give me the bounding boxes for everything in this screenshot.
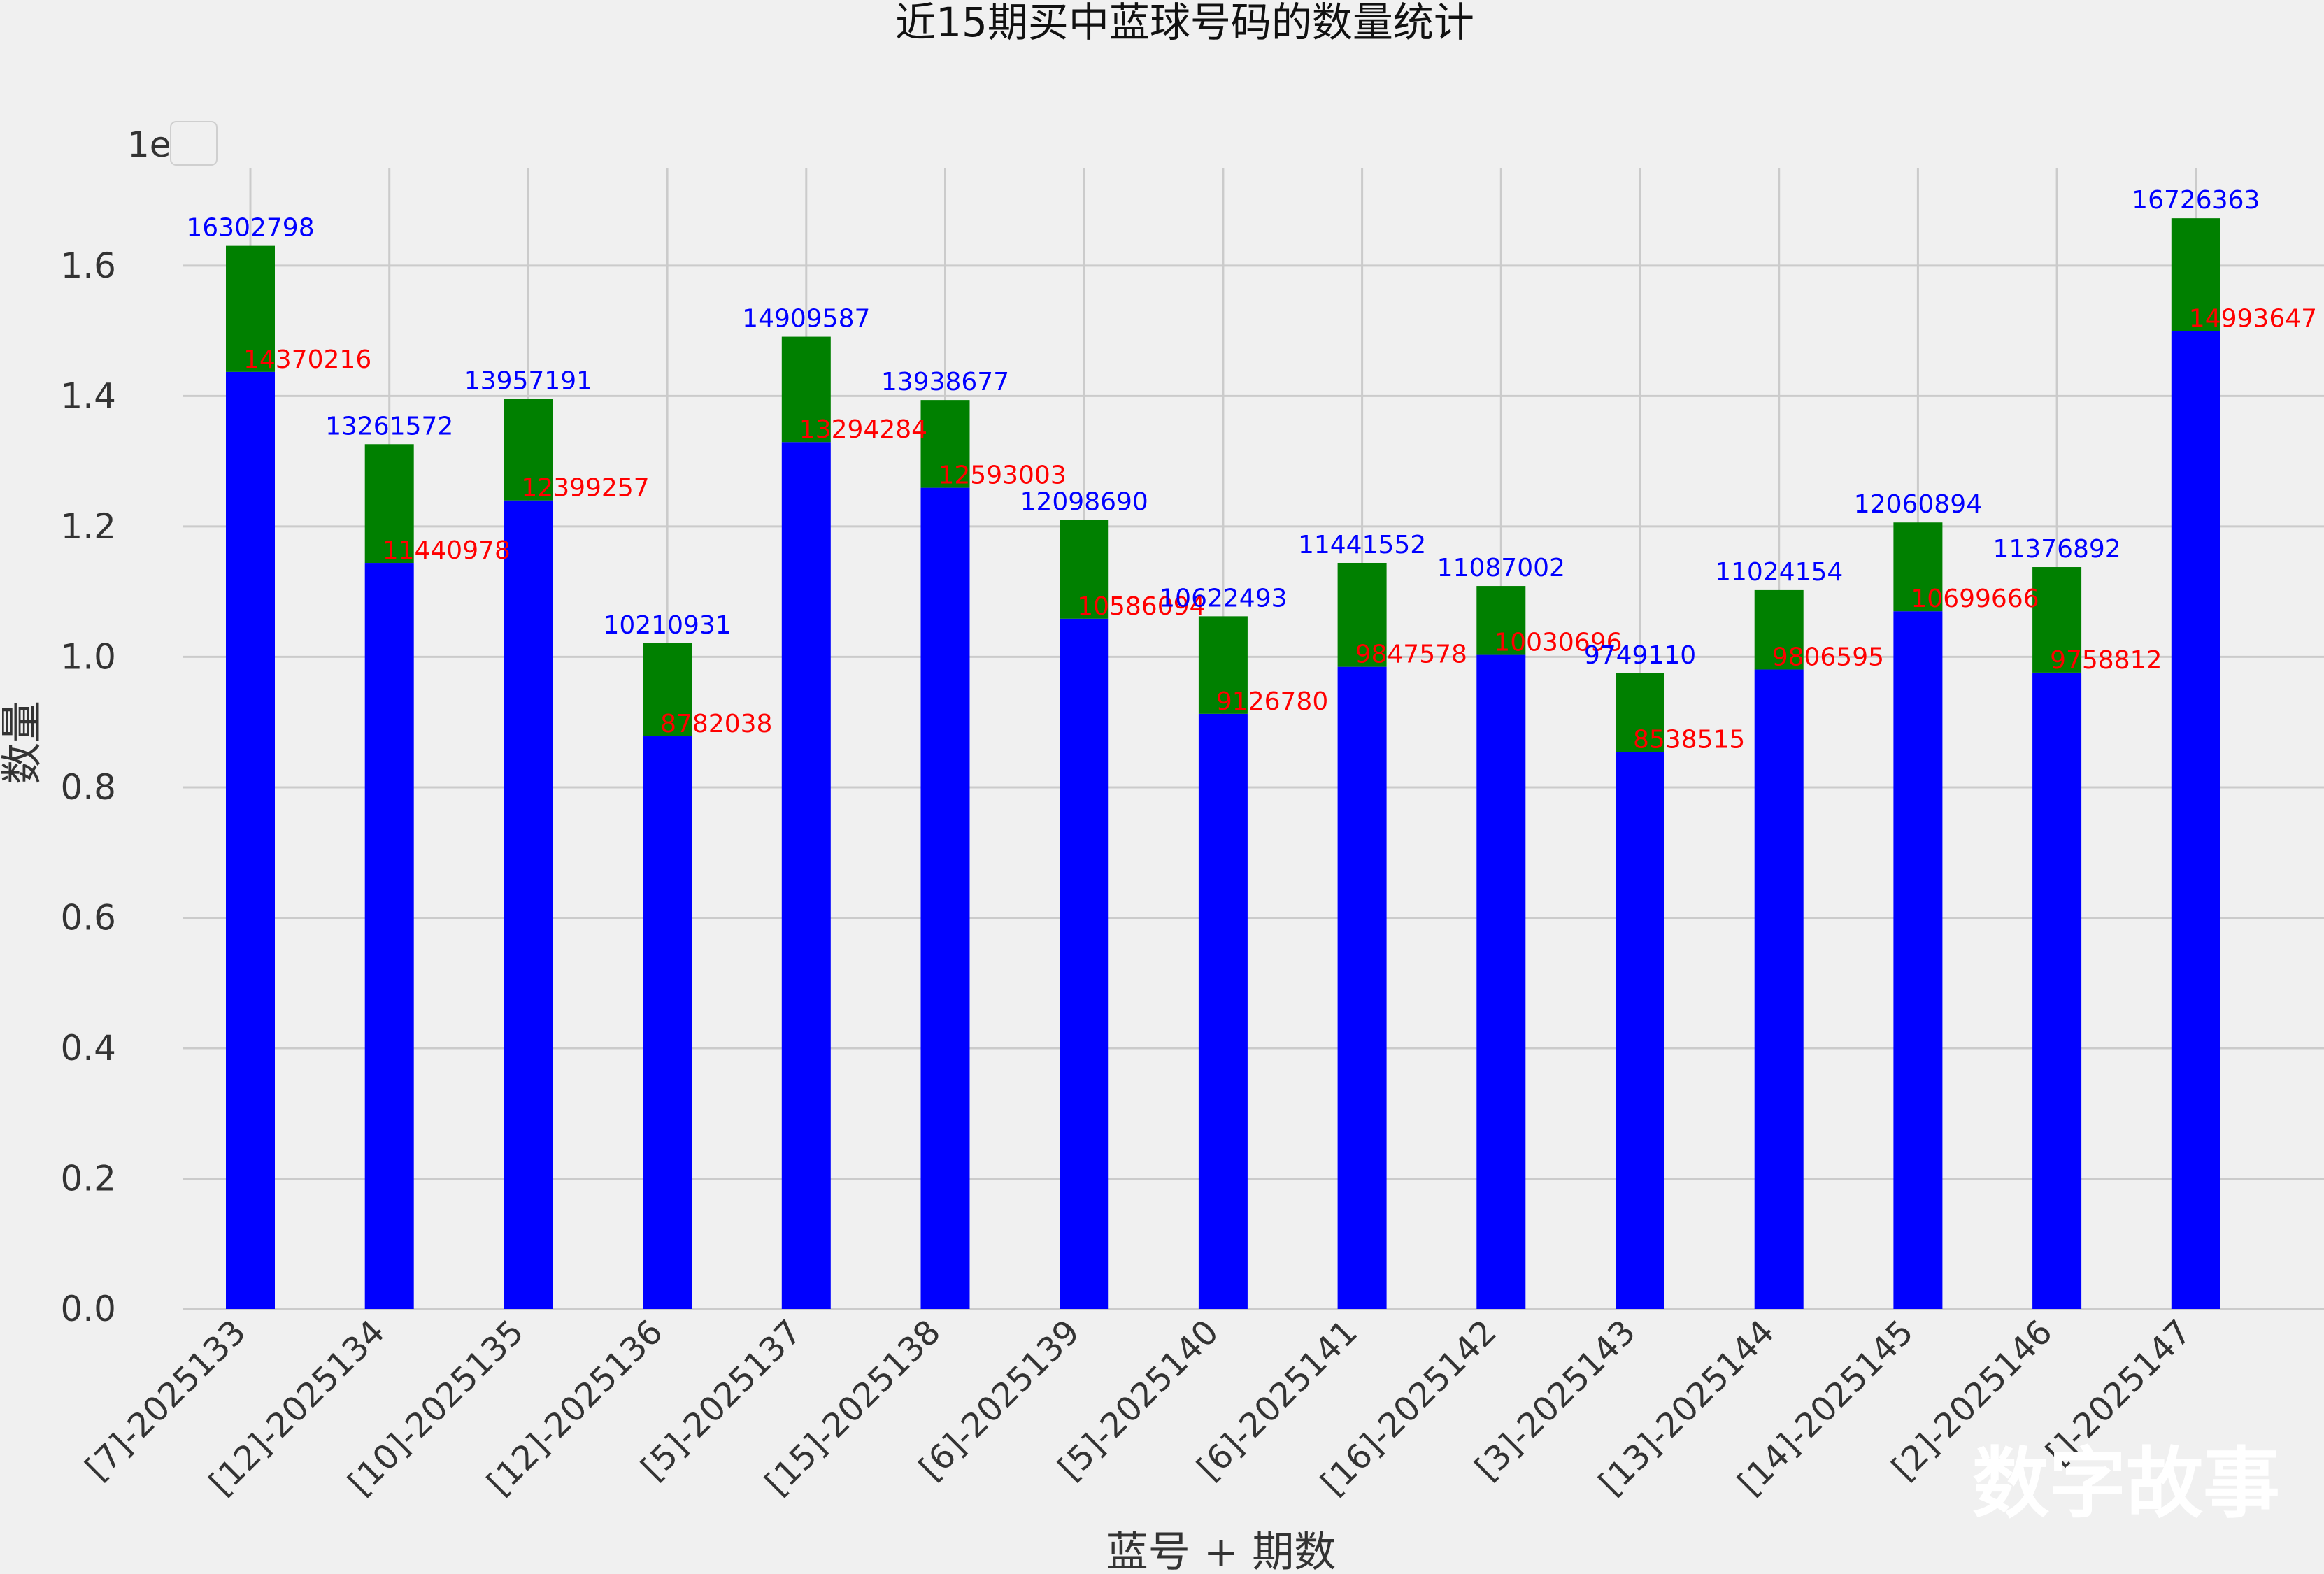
total-value-label: 13261572 — [325, 412, 453, 441]
bar-segment-base — [1616, 752, 1664, 1309]
total-value-label: 11087002 — [1437, 554, 1565, 582]
bar-segment-base — [364, 563, 414, 1309]
x-axis-label: 蓝号 + 期数 — [1106, 1528, 1336, 1574]
base-value-label: 12593003 — [939, 462, 1067, 490]
y-tick-label: 1.2 — [60, 506, 116, 547]
total-value-label: 12098690 — [1020, 488, 1148, 517]
bar-segment-top — [1476, 586, 1526, 655]
bars — [226, 218, 2220, 1310]
bar-segment-base — [504, 500, 553, 1310]
bar-segment-top — [1337, 562, 1387, 667]
base-value-label: 11440978 — [383, 536, 511, 565]
base-value-label: 8538515 — [1633, 726, 1745, 754]
bar-segment-base — [1198, 713, 1248, 1309]
total-value-label: 10210931 — [603, 611, 731, 640]
bar-segment-top — [781, 336, 831, 443]
legend-box — [170, 121, 218, 166]
watermark: 数字故事 — [1972, 1439, 2280, 1529]
bar-segment-base — [1754, 669, 1804, 1309]
bar-segment-base — [2032, 672, 2082, 1309]
bar-segment-top — [504, 399, 553, 501]
bar-segment-top — [1060, 520, 1109, 619]
total-value-label: 13957191 — [464, 366, 592, 395]
base-value-label: 14993647 — [2189, 305, 2317, 334]
y-tick-label: 0.2 — [60, 1158, 116, 1199]
bar-segment-base — [226, 371, 275, 1309]
bar-segment-base — [1060, 618, 1109, 1309]
y-tick-label: 0.6 — [60, 897, 116, 938]
total-value-label: 11376892 — [1992, 535, 2120, 564]
base-value-label: 14370216 — [243, 345, 371, 374]
base-value-label: 10586094 — [1077, 592, 1205, 621]
total-value-label: 16302798 — [186, 214, 314, 243]
y-tick-label: 0.4 — [60, 1028, 116, 1068]
total-value-label: 13938677 — [881, 368, 1009, 396]
y-axis-ticks: 0.0 0.2 0.4 0.6 0.8 1.0 1.2 1.4 1.6 — [60, 245, 116, 1329]
y-axis-label: 数量 — [0, 701, 47, 785]
base-value-label: 8782038 — [660, 710, 772, 738]
bar-segment-top — [2032, 567, 2082, 673]
base-value-label: 10030696 — [1494, 629, 1622, 657]
bar-segment-top — [1893, 522, 1943, 612]
bar-segment-top — [1198, 616, 1248, 714]
total-value-label: 14909587 — [742, 305, 870, 334]
bar-segment-top — [2171, 218, 2220, 331]
base-value-label: 9847578 — [1355, 641, 1467, 669]
total-value-label: 11024154 — [1715, 558, 1843, 587]
bar-segment-base — [920, 487, 970, 1309]
total-value-label: 12060894 — [1854, 490, 1982, 519]
bar-segment-top — [643, 643, 692, 737]
bar-segment-top — [364, 444, 414, 564]
base-value-label: 12399257 — [521, 474, 649, 503]
total-value-label: 11441552 — [1298, 531, 1426, 559]
total-value-label: 10622493 — [1159, 584, 1287, 613]
base-value-label: 9806595 — [1772, 643, 1884, 671]
y-tick-label: 1.4 — [60, 375, 116, 416]
base-value-label: 9758812 — [2050, 646, 2162, 675]
base-value-label: 9126780 — [1216, 687, 1328, 716]
y-tick-label: 1.0 — [60, 636, 116, 677]
bar-segment-base — [1893, 611, 1943, 1309]
bar-segment-base — [781, 442, 831, 1309]
bar-segment-top — [226, 245, 275, 372]
data-labels: 16302798 14370216 13261572 11440978 13957191… — [186, 186, 2317, 754]
base-value-label: 10699666 — [1911, 585, 2039, 613]
bar-segment-top — [1616, 673, 1664, 752]
total-value-label: 16726363 — [2132, 186, 2260, 215]
bar-segment-top — [1754, 589, 1804, 670]
y-tick-label: 0.0 — [60, 1289, 116, 1329]
total-value-label: 9749110 — [1584, 641, 1696, 670]
bar-segment-base — [643, 736, 692, 1309]
base-value-label: 13294284 — [799, 415, 927, 444]
chart-title: 近15期买中蓝球号码的数量统计 — [895, 0, 1474, 46]
y-tick-label: 1.6 — [60, 245, 116, 286]
bar-segment-top — [920, 400, 970, 488]
y-tick-label: 0.8 — [60, 767, 116, 808]
bar-segment-base — [2171, 331, 2220, 1309]
bar-segment-base — [1476, 654, 1526, 1309]
bar-segment-base — [1337, 666, 1387, 1309]
